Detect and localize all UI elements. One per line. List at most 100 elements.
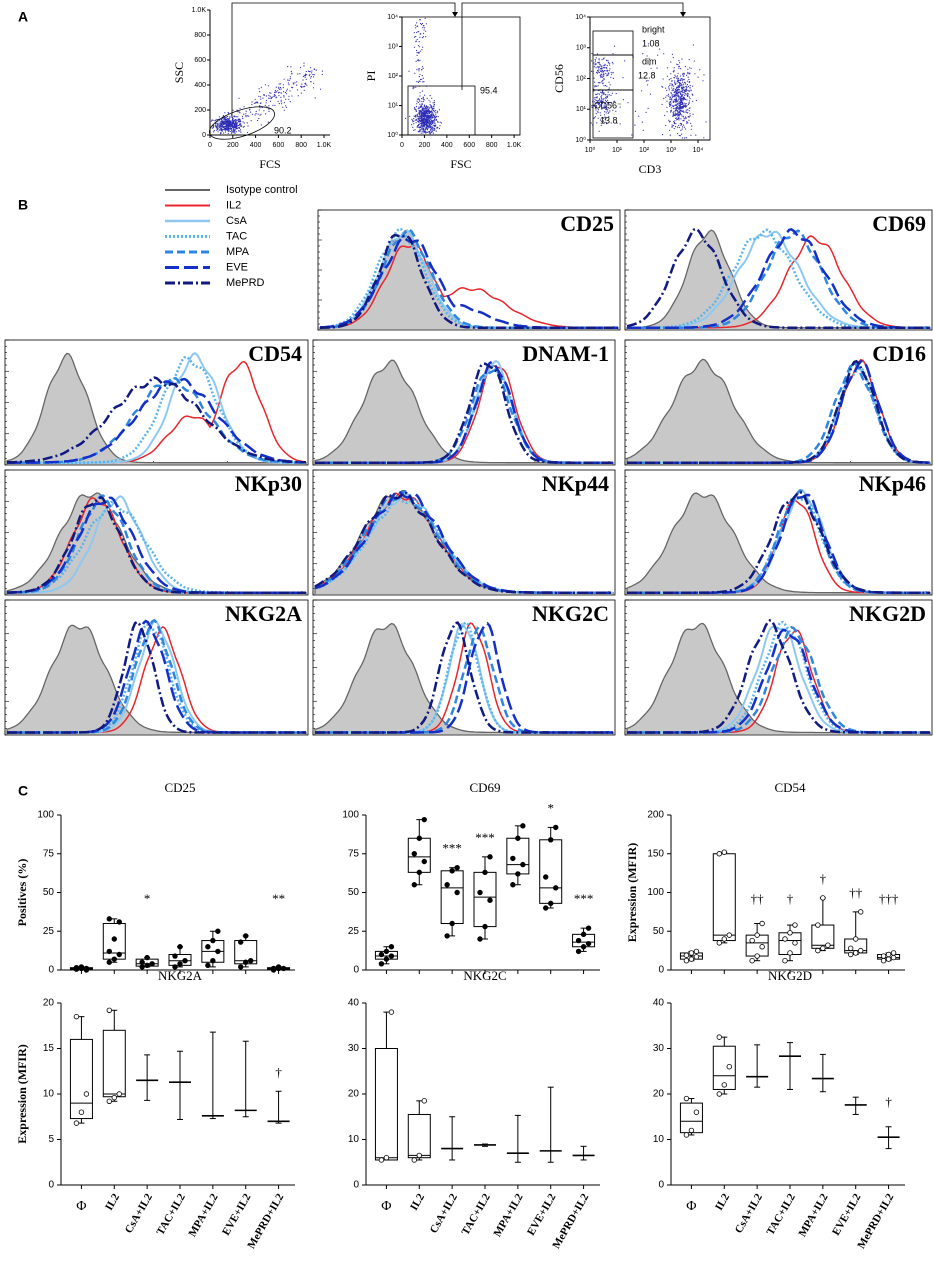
scatter-dot xyxy=(229,130,231,133)
scatter-dot xyxy=(673,77,675,79)
scatter-dot xyxy=(294,82,296,84)
scatter-dot xyxy=(687,68,689,70)
data-point xyxy=(487,854,493,860)
scatter-dot xyxy=(426,112,428,114)
scatter-dot xyxy=(288,79,290,81)
scatter-dot xyxy=(427,121,429,123)
y-tick-label: 10² xyxy=(388,73,399,80)
scatter-dot xyxy=(419,46,421,48)
scatter-dot xyxy=(607,91,609,93)
scatter-dot xyxy=(595,97,597,99)
scatter-dot xyxy=(432,113,435,115)
scatter-dot xyxy=(239,127,241,129)
scatter-dot xyxy=(427,127,429,129)
legend-label: EVE xyxy=(226,261,248,273)
x-tick-label: IL2 xyxy=(408,1191,427,1212)
scatter-dot xyxy=(239,112,241,114)
scatter-dot xyxy=(232,120,234,122)
y-tick-label: 0 xyxy=(48,965,54,976)
scatter-dot xyxy=(649,93,652,95)
scatter-dot xyxy=(268,110,270,112)
box xyxy=(712,853,736,942)
scatter-dot xyxy=(231,129,233,131)
scatter-dot xyxy=(434,109,436,112)
scatter-dot xyxy=(422,132,424,134)
scatter-dot xyxy=(670,111,672,113)
scatter-dot xyxy=(306,74,308,76)
scatter-dot xyxy=(602,92,604,94)
histogram-title: DNAM-1 xyxy=(522,341,609,366)
y-tick-label: 30 xyxy=(348,1043,360,1054)
x-tick-label: EVE+IL2 xyxy=(830,1191,864,1237)
scatter-dot xyxy=(417,101,419,103)
y-tick-label: 10 xyxy=(348,1134,360,1145)
scatter-dot xyxy=(612,77,615,79)
scatter-dot xyxy=(426,118,428,120)
scatter-dot xyxy=(432,109,434,111)
scatter-dot xyxy=(321,73,323,76)
scatter-dot xyxy=(290,70,292,72)
data-point xyxy=(116,951,122,958)
scatter-dot xyxy=(419,22,422,25)
histogram-curve xyxy=(7,377,306,464)
scatter-dot xyxy=(678,119,680,121)
scatter-dot xyxy=(675,101,677,103)
scatter-dot xyxy=(226,118,228,120)
scatter-dots xyxy=(405,17,442,135)
scatter-dot xyxy=(676,80,678,82)
scatter-dot xyxy=(418,68,420,70)
scatter-dot xyxy=(703,137,705,139)
scatter-dot xyxy=(612,63,614,65)
data-point xyxy=(378,1157,385,1163)
data-point xyxy=(111,936,117,942)
scatter-dot xyxy=(678,110,680,112)
scatter-dot xyxy=(678,126,680,129)
scatter-dot xyxy=(227,126,229,128)
scatter-dot xyxy=(235,116,237,118)
scatter-dot xyxy=(681,126,684,128)
scatter-dot xyxy=(681,83,683,85)
scatter-dot xyxy=(219,124,221,126)
scatter-dot xyxy=(418,126,420,128)
scatter-dot xyxy=(431,126,433,128)
x-tick-label: IL2 xyxy=(713,1191,732,1212)
data-point xyxy=(782,958,788,964)
scatter-dot xyxy=(425,106,427,108)
scatter-dot xyxy=(679,110,681,112)
scatter-dot xyxy=(671,126,673,128)
scatter-dot xyxy=(681,106,683,108)
scatter-dot xyxy=(686,92,689,94)
scatter-dot xyxy=(306,84,308,86)
scatter-dot xyxy=(432,116,434,118)
scatter-dot xyxy=(288,98,290,100)
scatter-dot xyxy=(308,70,310,72)
x-tick-label: 10² xyxy=(639,147,650,154)
scatter-dot xyxy=(684,98,686,101)
scatter-dot xyxy=(606,101,608,104)
scatter-dot xyxy=(685,86,687,88)
scatter-dot xyxy=(417,30,419,33)
scatter-dot xyxy=(417,121,420,123)
scatter-dot xyxy=(606,64,608,67)
scatter-dot xyxy=(214,119,216,121)
scatter-dot xyxy=(424,27,426,29)
data-point xyxy=(177,944,183,950)
scatter-dot xyxy=(606,85,608,87)
data-point xyxy=(205,962,211,969)
scatter-dot xyxy=(216,123,218,125)
scatter-dot xyxy=(436,127,438,129)
scatter-dot xyxy=(228,129,230,132)
box xyxy=(102,1029,126,1098)
box xyxy=(539,839,563,904)
scatter-dot xyxy=(299,67,302,69)
scatter-dot xyxy=(413,129,415,131)
scatter-dot xyxy=(421,69,423,71)
y-tick-label: 20 xyxy=(43,998,55,1009)
scatter-dot xyxy=(670,98,672,100)
scatter-dot xyxy=(601,108,603,110)
scatter-dot xyxy=(676,106,678,108)
scatter-dot xyxy=(598,58,600,60)
scatter-dot xyxy=(232,125,234,127)
scatter-dot xyxy=(597,82,599,84)
scatter-dot xyxy=(423,124,425,126)
